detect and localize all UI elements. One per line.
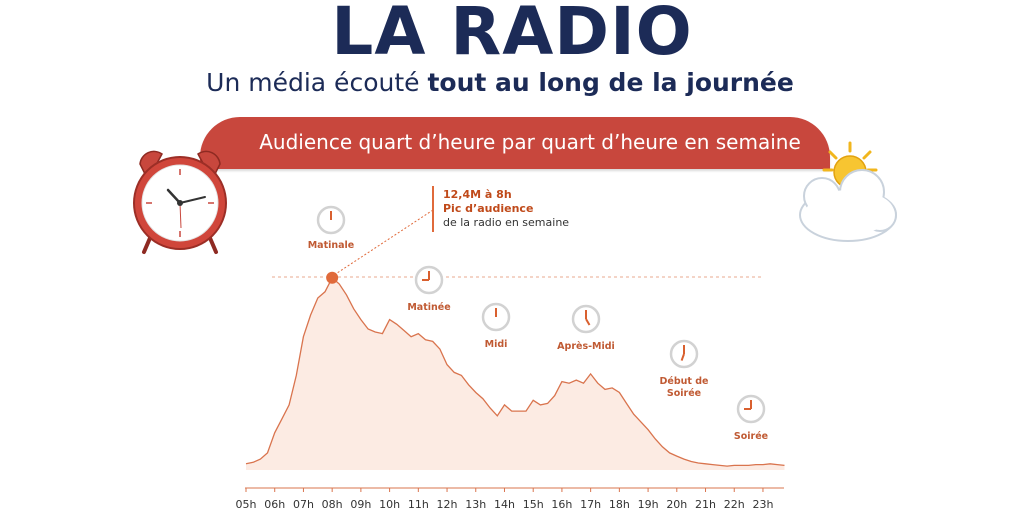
clock-icon [316, 205, 346, 235]
x-tick-label: 11h [408, 498, 429, 511]
x-tick-label: 17h [580, 498, 601, 511]
period-label: Matinale [307, 240, 355, 251]
period-clocks [316, 205, 766, 424]
page-title: LA RADIO [331, 0, 693, 70]
x-tick-label: 20h [666, 498, 687, 511]
x-tick-label: 09h [350, 498, 371, 511]
page-subtitle: Un média écouté tout au long de la journ… [0, 66, 1000, 100]
clock-icon [669, 339, 699, 369]
x-tick-label: 10h [379, 498, 400, 511]
subtitle-bold: tout au long de la journée [427, 68, 794, 97]
x-tick-label: 08h [322, 498, 343, 511]
peak-marker [326, 271, 339, 284]
peak-annotation: 12,4M à 8h Pic d’audience de la radio en… [443, 188, 569, 230]
banner-text: Audience quart d’heure par quart d’heure… [259, 130, 801, 154]
annotation-title: Pic d’audience [443, 202, 534, 215]
clock-icon [736, 394, 766, 424]
x-tick-label: 22h [724, 498, 745, 511]
x-tick-label: 15h [523, 498, 544, 511]
x-tick-label: 18h [609, 498, 630, 511]
x-tick-label: 13h [465, 498, 486, 511]
x-tick-label: 23h [752, 498, 773, 511]
annotation-value: 12,4M à 8h [443, 188, 512, 201]
subtitle-regular: Un média écouté [206, 68, 428, 97]
x-tick-label: 06h [264, 498, 285, 511]
alarm-clock-icon [133, 150, 227, 254]
period-label: Matinée [407, 302, 451, 313]
x-tick-label: 21h [695, 498, 716, 511]
period-label: Après-Midi [557, 341, 615, 352]
x-tick-label: 12h [437, 498, 458, 511]
x-tick-label: 19h [638, 498, 659, 511]
audience-area [246, 277, 785, 470]
x-tick-label: 16h [551, 498, 572, 511]
annotation-leader [330, 209, 434, 278]
sun-cloud-icon [799, 141, 897, 242]
x-tick-label: 14h [494, 498, 515, 511]
clock-icon [414, 265, 444, 295]
period-label: Début de Soirée [659, 376, 709, 399]
chart-banner: Audience quart d’heure par quart d’heure… [200, 117, 830, 169]
clock-icon [481, 302, 511, 332]
x-tick-label: 05h [236, 498, 257, 511]
annotation-description: de la radio en semaine [443, 216, 570, 229]
period-label: Midi [484, 339, 508, 350]
period-label: Soirée [733, 431, 769, 442]
x-axis-ticks: 05h 06h 07h 08h 09h 10h 11h 12h 13h 14h 15h 16h 17h 1… [236, 488, 773, 511]
x-tick-label: 07h [293, 498, 314, 511]
clock-icon [571, 304, 601, 334]
